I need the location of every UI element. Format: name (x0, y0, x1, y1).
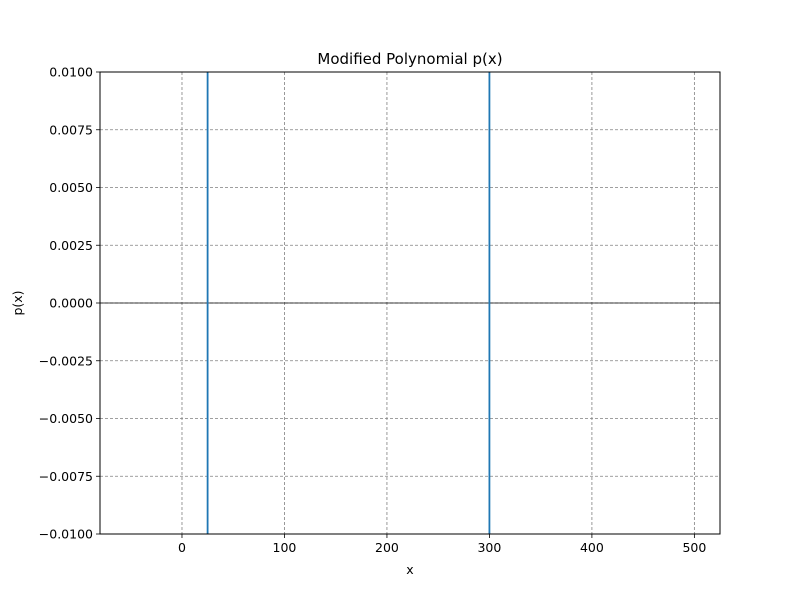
y-axis-label: p(x) (10, 290, 25, 315)
y-tick-label: 0.0050 (49, 180, 93, 195)
y-axis: 0.0100 0.0075 0.0050 0.0025 0.0000 −0.0025 −0.… (39, 65, 100, 542)
x-tick-label: 300 (477, 540, 501, 555)
y-tick-label: 0.0025 (49, 238, 93, 253)
series-layer (206, 72, 491, 534)
x-tick-label: 200 (375, 540, 399, 555)
y-tick-label: 0.0000 (49, 296, 93, 311)
y-tick-label: −0.0025 (39, 353, 93, 368)
x-axis: 0 100 200 300 400 500 (178, 534, 706, 555)
x-tick-label: 0 (178, 540, 186, 555)
x-axis-label: x (406, 562, 413, 577)
x-tick-label: 500 (682, 540, 706, 555)
x-tick-label: 100 (273, 540, 297, 555)
x-tick-label: 400 (580, 540, 604, 555)
y-tick-label: −0.0075 (39, 469, 93, 484)
y-tick-label: 0.0075 (49, 122, 93, 137)
y-tick-label: −0.0100 (39, 527, 93, 542)
chart-title: Modified Polynomial p(x) (317, 50, 502, 68)
y-tick-label: −0.0050 (39, 411, 93, 426)
y-tick-label: 0.0100 (49, 65, 93, 80)
